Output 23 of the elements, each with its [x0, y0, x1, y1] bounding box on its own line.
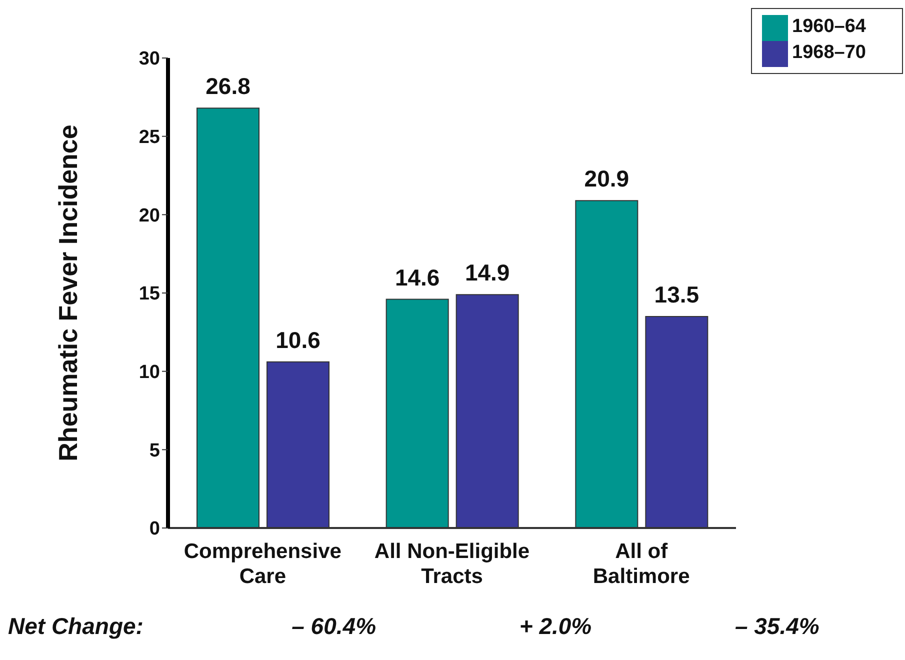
data-label: 14.6	[394, 264, 440, 290]
data-label: 20.9	[584, 166, 630, 192]
legend-label: 1960–64	[792, 16, 866, 38]
y-tick-label: 20	[138, 205, 160, 226]
y-tick-label: 25	[138, 127, 160, 148]
data-label: 26.8	[206, 73, 251, 100]
legend-label: 1968–70	[792, 42, 866, 64]
x-tick-label: Comprehensive Care	[184, 540, 342, 588]
data-label: 14.9	[464, 260, 510, 286]
text: – 60.4%	[290, 613, 378, 640]
x-tick-label: All of Baltimore	[592, 540, 690, 588]
y-tick-label: 30	[138, 48, 160, 70]
data-label: 10.6	[276, 326, 320, 353]
data-label: 13.5	[654, 282, 700, 308]
text: Net Change:	[8, 613, 144, 640]
text: + 2.0%	[518, 613, 593, 640]
y-tick-label: 15	[138, 284, 160, 305]
y-tick-label: 10	[138, 362, 160, 384]
text: – 35.4%	[734, 613, 820, 640]
x-tick-label: All Non-Eligible Tracts	[374, 540, 530, 588]
y-axis-title: Rheumatic Fever Incidence	[53, 124, 84, 462]
y-tick-label: 5	[149, 440, 160, 462]
y-tick-label: 0	[149, 518, 160, 540]
